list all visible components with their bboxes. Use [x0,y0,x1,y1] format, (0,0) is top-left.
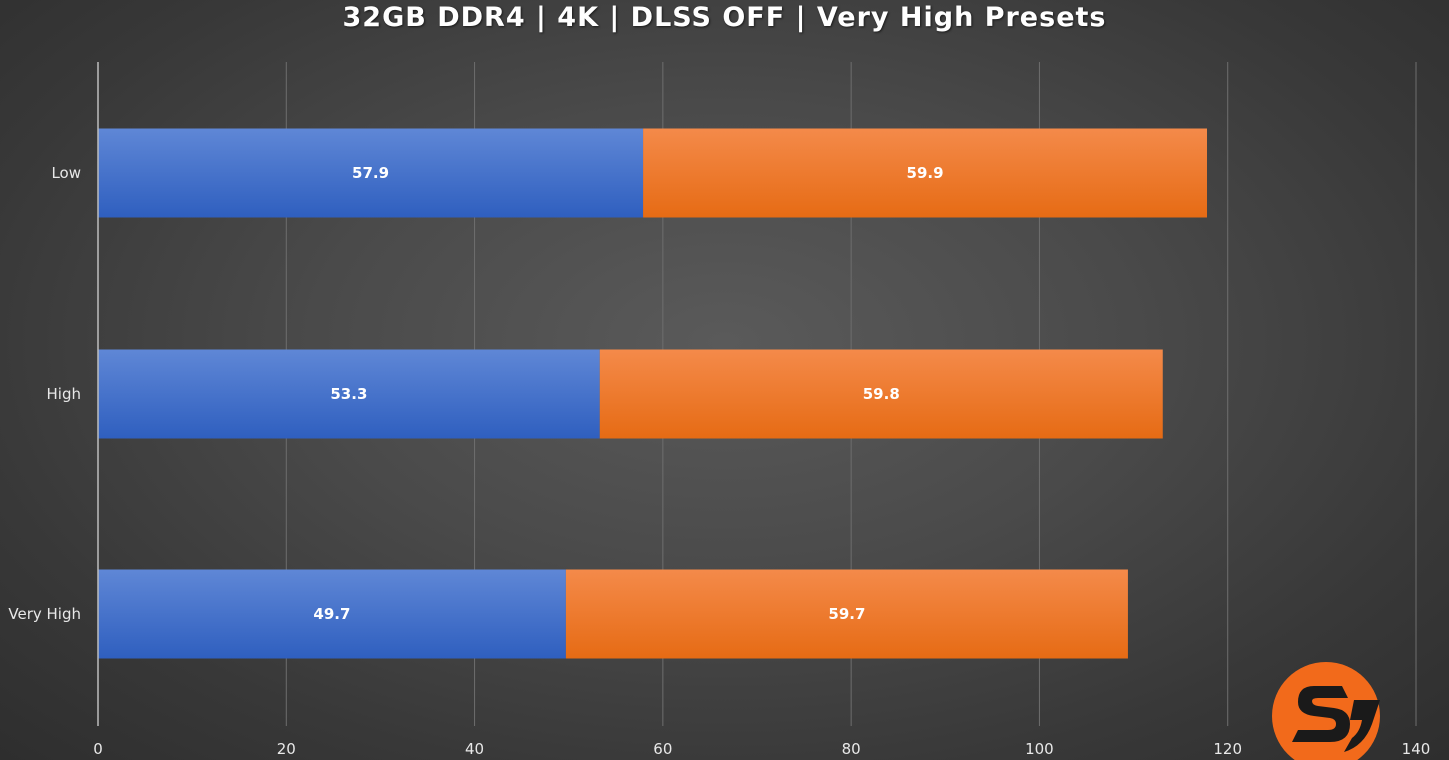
x-tick-label: 60 [653,740,672,758]
category-label-high: High [47,385,81,403]
bar-segment-very-high-series-2 [565,569,1128,659]
bar-segment-very-high-series-1 [98,569,566,659]
bar-segment-low-series-1 [98,128,644,218]
x-tick-label: 20 [277,740,296,758]
category-label-low: Low [51,164,81,182]
data-label: 53.3 [330,385,367,403]
data-label: 57.9 [352,164,389,182]
x-tick-label: 80 [842,740,861,758]
bar-segment-low-series-2 [643,128,1208,218]
data-label: 59.8 [863,385,900,403]
x-tick-label: 140 [1402,740,1431,758]
x-tick-label: 0 [93,740,103,758]
data-label: 49.7 [313,605,350,623]
x-tick-label: 100 [1025,740,1054,758]
data-label: 59.9 [907,164,944,182]
category-label-very-high: Very High [8,605,81,623]
chart-title: 32GB DDR4 | 4K | DLSS OFF | Very High Pr… [342,2,1107,33]
x-tick-label: 40 [465,740,484,758]
data-label: 59.7 [828,605,865,623]
bar-segment-high-series-2 [599,349,1163,439]
x-tick-label: 120 [1213,740,1242,758]
sg-logo-watermark [1272,662,1380,760]
bar-segment-high-series-1 [98,349,600,439]
